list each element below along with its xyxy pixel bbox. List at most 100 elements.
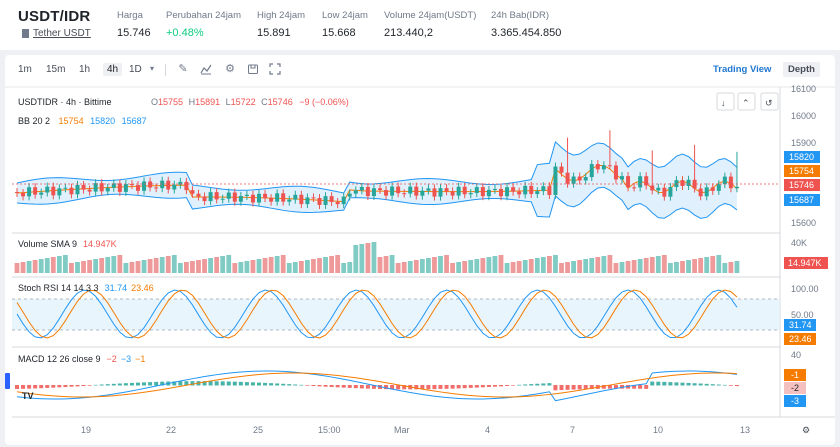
macd-hist-bar [275,383,280,386]
indicator-icon[interactable] [200,63,212,75]
candle-body [523,185,528,195]
macd-hist-bar [541,383,546,386]
candle-body [51,186,56,196]
volume-tag [784,257,828,269]
timeframe-15m[interactable]: 15m [46,64,66,75]
macd-hist-bar [517,384,522,386]
candle-body [420,190,425,196]
settings-gear-icon[interactable]: ⚙ [225,63,235,75]
candle-body [595,164,600,170]
macd-hist-bar [680,382,685,386]
candle-body [172,184,177,190]
reset-icon: ↺ [765,98,773,108]
candle-body [486,189,491,197]
candle-body [408,186,413,194]
candle-body [75,184,80,195]
side-panel-handle[interactable] [5,373,10,389]
candle-body [45,186,50,193]
macd-hist-bar [341,385,346,388]
volume-bar [565,262,570,273]
volume-bar [105,257,111,273]
volume-bar [668,263,673,273]
volume-bar [601,256,607,273]
screenshot-icon[interactable] [247,63,259,75]
volume-bar [389,255,395,273]
macd-hist-bar [511,385,516,386]
volume-bar [44,258,50,273]
candle-body [553,166,558,195]
volume-bar [93,259,99,273]
candle-body [250,194,255,203]
token-link[interactable]: Tether USDT [22,28,91,39]
timeframe-1d[interactable]: 1D [129,64,142,75]
macd-hist-bar [559,385,564,391]
volume-bar [553,255,558,273]
macd-hist-bar [311,385,316,387]
volume-bar [722,263,728,273]
candle-body [341,196,346,205]
volume-bar [728,262,734,273]
macd-hist-bar [15,385,19,390]
candle-body [644,176,649,186]
macd-hist-bar [329,385,334,388]
macd-hist-bar [220,381,225,386]
macd-hist-bar [728,385,733,386]
candle-body [686,179,691,186]
chevron-down-icon[interactable]: ▾ [149,64,154,73]
macd-hist-bar [601,385,606,389]
candle-body [220,198,225,200]
candle-body [202,196,207,202]
time-axis-tick: 7 [570,425,575,435]
volume-bar [250,260,256,273]
volume-bar [69,263,74,273]
candle-body [601,165,606,170]
candle-body [541,186,546,192]
volume-bar [583,259,589,273]
stoch-k-tag [784,319,816,331]
macd-hist-bar [722,384,727,386]
trading-view-toggle[interactable]: Trading View [713,64,772,75]
volume-bar [637,259,643,273]
volume-bar [63,255,68,273]
macd-hist-bar [444,385,449,389]
time-axis-tick: 10 [653,425,663,435]
candle-body [492,188,497,190]
macd-hist-bar [414,385,419,390]
volume-bar [371,242,377,273]
timeframe-4h[interactable]: 4h [103,63,123,76]
timeframe-1h[interactable]: 1h [79,64,91,75]
macd-hist-bar [123,383,128,386]
candle-body [57,188,62,196]
bb-middle-tag-text: 15754 [789,166,814,176]
candle-body [15,192,19,193]
candle-body [117,183,122,192]
scroll-down-button[interactable]: ↓ [716,92,735,111]
candle-body [63,187,68,189]
volume-bar [141,260,147,273]
bb-legend: BB 20 2 15754 15820 15687 [18,116,147,126]
macd-hist-bar [644,385,649,389]
volume-bar [232,263,238,273]
candle-body [698,188,703,197]
macd-hist-bar [535,383,540,386]
timeframe-1m[interactable]: 1m [18,64,32,75]
price-axis-tick: 16100 [791,84,816,94]
draw-pen-icon[interactable]: ✎ [178,63,188,75]
candle-body [244,194,249,196]
arrow-down-icon: ↓ [721,98,726,108]
macd-hist-bar [69,385,74,387]
macd-hist-bar [105,384,110,386]
candle-body [184,181,189,191]
volume-bar [335,255,341,273]
bb-lower-tag-text: 15687 [789,195,814,205]
volume-bar [353,245,359,273]
macd-hist-bar [21,385,26,389]
reset-chart-button[interactable]: ↺ [760,92,779,111]
chart-settings-icon[interactable]: ⚙ [802,425,810,435]
candle-body [517,191,522,195]
collapse-button[interactable]: ⌃ [737,92,756,111]
fullscreen-icon[interactable] [269,63,281,75]
macd-hist-bar [420,385,425,390]
price-chart[interactable]: USDTIDR · 4h · Bittime O15755 H15891 L15… [5,55,835,445]
depth-toggle[interactable]: Depth [783,62,820,77]
